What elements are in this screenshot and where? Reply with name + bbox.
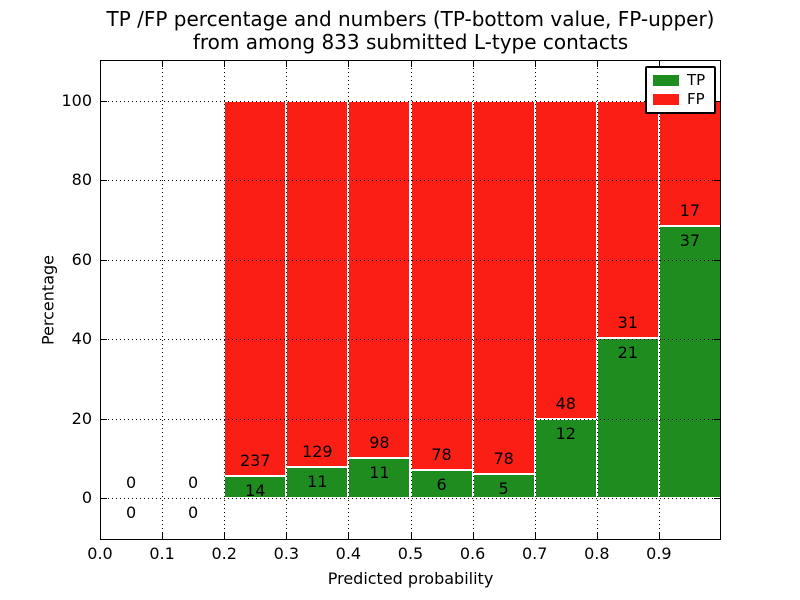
vertical-gridline	[224, 60, 226, 540]
tp-count-label: 0	[125, 502, 137, 522]
legend-label-fp: FP	[687, 89, 705, 108]
tp-count-label: 21	[617, 342, 639, 362]
tp-bar	[658, 225, 721, 498]
x-tick-label: 0.4	[335, 544, 362, 563]
fp-bar	[410, 101, 473, 470]
vertical-gridline	[162, 60, 164, 540]
fp-count-label: 237	[239, 450, 271, 470]
fp-count-label: 31	[617, 312, 639, 332]
tp-bar	[534, 418, 597, 498]
y-tick-mark	[100, 101, 107, 102]
x-tick-mark-top	[596, 60, 598, 67]
fp-count-label: 0	[188, 472, 199, 492]
y-tick-mark	[100, 497, 107, 499]
x-tick-label: 0.0	[87, 544, 113, 563]
x-tick-mark	[596, 533, 598, 540]
fp-bar	[224, 101, 287, 476]
chart-title: TP /FP percentage and numbers (TP-bottom…	[100, 8, 721, 54]
chart-title-line2: from among 833 submitted L-type contacts	[192, 30, 629, 54]
chart-title-line1: TP /FP percentage and numbers (TP-bottom…	[106, 7, 715, 31]
x-tick-label: 0.5	[397, 544, 424, 563]
y-tick-label: 20	[71, 408, 92, 428]
vertical-gridline	[348, 60, 350, 540]
legend: TP FP	[645, 66, 716, 114]
x-tick-mark-top	[162, 60, 164, 67]
y-tick-mark	[100, 259, 107, 261]
fp-count-label: 48	[555, 393, 576, 413]
fp-count-label: 98	[369, 432, 390, 452]
y-tick-label: 40	[71, 329, 92, 349]
x-tick-mark-top	[348, 60, 350, 67]
fp-bar	[348, 101, 411, 458]
tp-bar	[410, 469, 473, 498]
fp-count-label: 78	[431, 444, 452, 464]
x-tick-label: 0.9	[646, 544, 672, 563]
y-tick-mark-right	[714, 497, 721, 499]
tp-count-label: 11	[369, 462, 390, 482]
fp-bar	[286, 101, 349, 467]
x-tick-label: 0.1	[149, 544, 175, 563]
vertical-gridline	[410, 60, 412, 540]
y-tick-mark	[100, 180, 107, 182]
x-tick-label: 0.2	[211, 544, 237, 563]
y-tick-label: 100	[61, 91, 92, 110]
x-tick-mark	[534, 533, 536, 540]
fp-count-label: 129	[302, 441, 333, 461]
vertical-gridline	[472, 60, 474, 540]
y-tick-mark-right	[714, 418, 721, 420]
x-tick-mark-top	[224, 60, 226, 67]
x-tick-label: 0.6	[459, 544, 486, 563]
x-tick-mark	[162, 533, 164, 540]
y-tick-mark-right	[714, 180, 721, 182]
x-tick-mark	[286, 533, 288, 540]
x-axis-label: Predicted probability	[327, 569, 494, 588]
x-tick-label: 0.3	[273, 544, 300, 563]
legend-label-tp: TP	[687, 71, 706, 90]
fp-count-label: 78	[493, 449, 514, 469]
vertical-gridline	[596, 60, 598, 540]
x-tick-mark	[100, 533, 101, 540]
tp-bar	[286, 466, 349, 498]
x-tick-label: 0.8	[584, 544, 610, 563]
tp-count-label: 11	[307, 471, 328, 491]
y-tick-mark	[100, 418, 107, 420]
tp-count-label: 12	[555, 423, 576, 443]
y-tick-label: 0	[81, 487, 92, 507]
x-tick-label: 0.7	[521, 544, 548, 563]
x-tick-mark	[658, 533, 660, 540]
y-tick-mark-right	[714, 259, 721, 261]
x-tick-mark	[410, 533, 412, 540]
legend-entry-tp: TP	[653, 73, 708, 88]
x-tick-mark-top	[472, 60, 474, 67]
vertical-gridline	[286, 60, 288, 540]
legend-swatch-fp	[653, 93, 679, 105]
y-tick-label: 80	[71, 170, 92, 190]
x-tick-mark	[348, 533, 350, 540]
fp-count-label: 17	[679, 200, 701, 220]
plot-area: 0 0 0 0 237 14 129 11 98 11 78 6 78 5 48 12 31 21 17 37	[100, 60, 721, 540]
tp-count-label: 6	[436, 474, 447, 494]
y-tick-mark-right	[714, 101, 721, 102]
x-tick-mark-top	[100, 60, 101, 67]
x-tick-mark-top	[534, 60, 536, 67]
tp-count-label: 14	[245, 480, 266, 500]
legend-swatch-tp	[653, 75, 679, 87]
legend-entry-fp: FP	[653, 89, 708, 108]
tp-count-label: 5	[498, 479, 509, 499]
x-tick-mark	[224, 533, 226, 540]
tp-count-label: 37	[679, 230, 701, 250]
x-tick-mark	[472, 533, 474, 540]
vertical-gridline	[534, 60, 536, 540]
x-tick-mark-top	[286, 60, 288, 67]
x-tick-mark-top	[410, 60, 412, 67]
fp-bar	[596, 101, 659, 338]
y-tick-mark-right	[714, 339, 721, 341]
x-tick-mark-top	[658, 60, 660, 67]
y-tick-label: 60	[71, 249, 92, 269]
y-tick-mark	[100, 339, 107, 341]
fp-count-label: 0	[125, 472, 137, 492]
tp-count-label: 0	[188, 502, 199, 522]
vertical-gridline	[658, 60, 660, 540]
